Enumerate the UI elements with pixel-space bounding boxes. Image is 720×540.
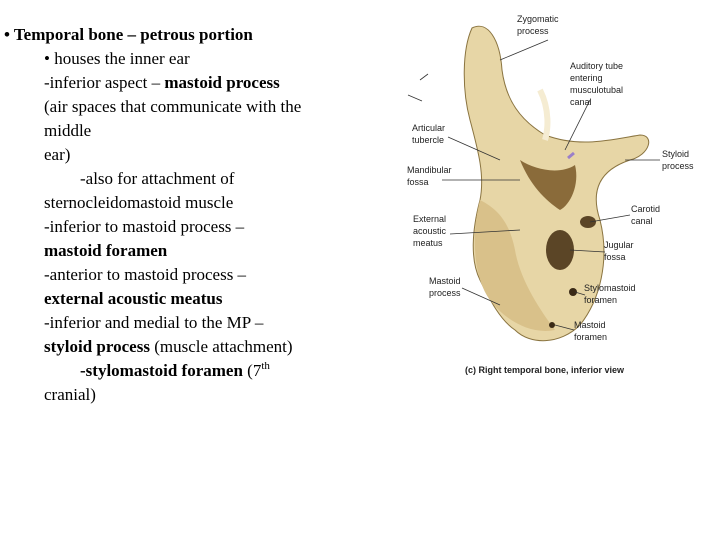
bone-illustration — [407, 25, 650, 342]
text-line: ear) — [44, 145, 70, 164]
figure-label: Mastoid — [429, 276, 461, 286]
text-line: external acoustic meatus — [44, 289, 223, 308]
figure-label: process — [662, 161, 694, 171]
text-line: -inferior to mastoid process – — [44, 217, 245, 236]
text-run: mastoid process — [164, 73, 280, 92]
figure-label: Zygomatic — [517, 14, 559, 24]
text-run: -inferior to mastoid process – — [44, 217, 245, 236]
text-run: mastoid foramen — [44, 241, 168, 260]
text-line: mastoid foramen — [44, 241, 168, 260]
figure-label: Jugular — [604, 240, 634, 250]
figure-label: foramen — [574, 332, 607, 342]
body-text: • Temporal bone – petrous portion • house… — [4, 25, 301, 404]
text-run: -stylomastoid foramen — [80, 361, 243, 380]
figure-label: fossa — [407, 177, 429, 187]
figure-label: tubercle — [412, 135, 444, 145]
text-run: -inferior and medial to the MP – — [44, 313, 264, 332]
figure-label: Styloid — [662, 149, 689, 159]
text-run: -anterior to mastoid process – — [44, 265, 247, 284]
figure-label: canal — [570, 97, 592, 107]
text-line: -anterior to mastoid process – — [44, 265, 247, 284]
figure-label: process — [517, 26, 549, 36]
text-run: ear) — [44, 145, 70, 164]
leader-lines — [442, 39, 660, 331]
figure-label: foramen — [584, 295, 617, 305]
text-line: (air spaces that communicate with the — [44, 97, 301, 116]
text-run: • houses the inner ear — [44, 49, 190, 68]
text-run: -also for attachment of — [80, 169, 235, 188]
figure-label: acoustic — [413, 226, 447, 236]
figure-label: meatus — [413, 238, 443, 248]
figure-label: Mastoid — [574, 320, 606, 330]
figure-label: Auditory tube — [570, 61, 623, 71]
figure-label: Articular — [412, 123, 445, 133]
text-run: -inferior aspect – — [44, 73, 164, 92]
figure-label: Mandibular — [407, 165, 452, 175]
text-line: -inferior and medial to the MP – — [44, 313, 264, 332]
text-run: • Temporal bone – petrous portion — [4, 25, 253, 44]
figure-label: musculotubal — [570, 85, 623, 95]
text-run: external acoustic meatus — [44, 289, 223, 308]
text-run: (air spaces that communicate with the — [44, 97, 301, 116]
text-line: cranial) — [44, 385, 96, 404]
text-run: sternocleidomastoid muscle — [44, 193, 233, 212]
figure-label: External — [413, 214, 446, 224]
figure-label: process — [429, 288, 461, 298]
text-line: middle — [44, 121, 91, 140]
text-line: -inferior aspect – mastoid process — [44, 73, 280, 92]
text-line: styloid process (muscle attachment) — [44, 337, 293, 356]
text-line: -also for attachment of — [80, 169, 235, 188]
text-run: middle — [44, 121, 91, 140]
figure-labels: Zygomatic process Auditory tube entering mus… — [407, 14, 694, 342]
figure-caption: (c) Right temporal bone, inferior view — [465, 365, 625, 375]
figure-label: fossa — [604, 252, 626, 262]
text-line: • Temporal bone – petrous portion — [4, 25, 253, 44]
text-line: sternocleidomastoid muscle — [44, 193, 233, 212]
figure-label: canal — [631, 216, 653, 226]
figure-label: entering — [570, 73, 603, 83]
text-line: • houses the inner ear — [44, 49, 190, 68]
text-run: th — [261, 360, 270, 372]
text-run: styloid process — [44, 337, 150, 356]
figure-label: Carotid — [631, 204, 660, 214]
text-run: (muscle attachment) — [150, 337, 293, 356]
text-run: cranial) — [44, 385, 96, 404]
figure-label: Stylomastoid — [584, 283, 636, 293]
text-line: -stylomastoid foramen (7th — [80, 360, 270, 380]
text-run: (7 — [243, 361, 262, 380]
